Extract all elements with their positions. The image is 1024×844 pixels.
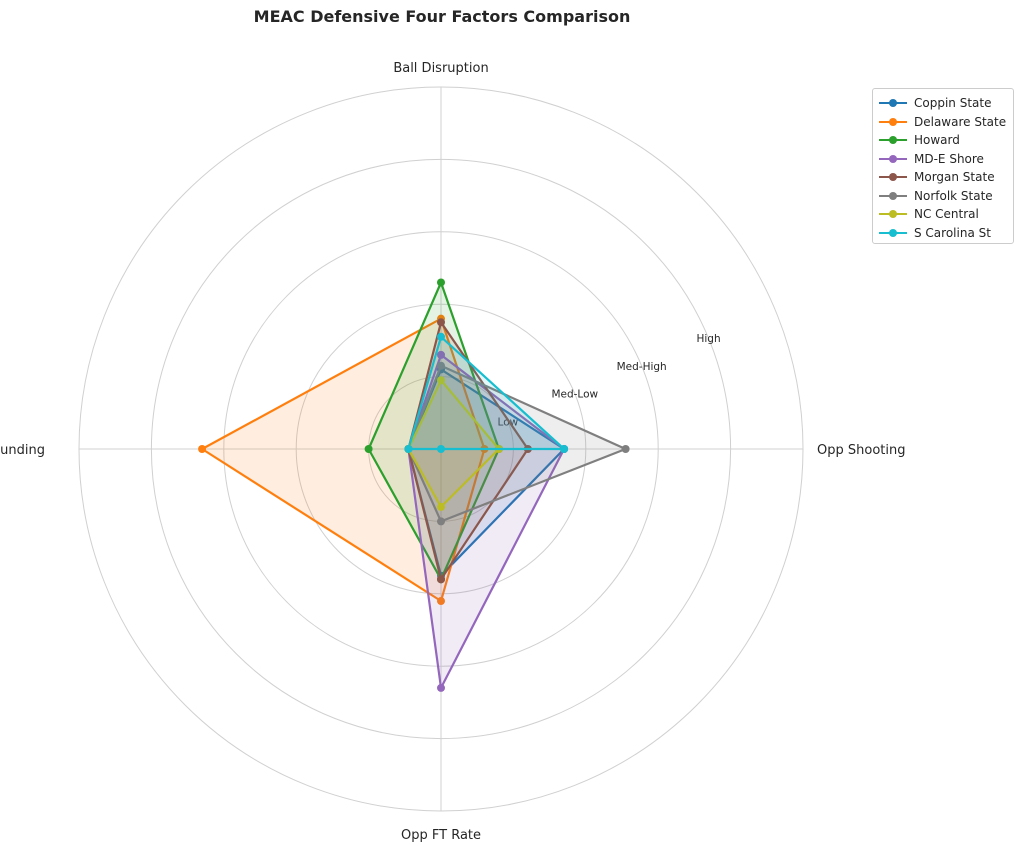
series-8 bbox=[404, 332, 569, 453]
legend-swatch bbox=[879, 190, 907, 202]
legend-label: Morgan State bbox=[914, 170, 995, 185]
series-point bbox=[437, 350, 445, 359]
legend-label: Delaware State bbox=[914, 114, 1007, 129]
legend: Coppin State Delaware State Howard MD-E Sho… bbox=[872, 88, 1014, 244]
legend-item: Delaware State bbox=[879, 113, 1007, 132]
series-point bbox=[437, 683, 445, 692]
ring-label-2: Med-Low bbox=[551, 389, 598, 401]
series-point bbox=[437, 376, 445, 385]
legend-label: S Carolina St bbox=[914, 225, 991, 240]
series-point bbox=[437, 332, 445, 341]
legend-swatch bbox=[879, 134, 907, 146]
radar-grid bbox=[78, 86, 804, 812]
series-fill bbox=[408, 354, 565, 688]
series-point bbox=[404, 445, 413, 453]
series-point bbox=[364, 445, 373, 453]
axis-label-1: Opp Shooting bbox=[817, 443, 905, 458]
legend-item: S Carolina St bbox=[879, 224, 1007, 243]
series-fill bbox=[408, 336, 565, 449]
legend-item: NC Central bbox=[879, 205, 1007, 224]
axis-label-3: Def Rebounding bbox=[0, 443, 45, 458]
axis-labels: Opp Shooting Ball Disruption Def Reboundin… bbox=[0, 61, 905, 843]
series-fill bbox=[408, 380, 499, 507]
series-point bbox=[437, 445, 445, 453]
ring-labels: Low Med-Low Med-High High bbox=[498, 333, 721, 428]
radar-series bbox=[198, 278, 630, 692]
legend-swatch bbox=[879, 116, 907, 128]
ring-label-4: High bbox=[696, 333, 720, 345]
legend-swatch bbox=[879, 171, 907, 183]
legend-swatch bbox=[879, 153, 907, 165]
legend-label: NC Central bbox=[914, 207, 979, 222]
ring-label-3: Med-High bbox=[617, 361, 667, 373]
legend-item: Coppin State bbox=[879, 94, 1007, 113]
legend-item: Morgan State bbox=[879, 168, 1007, 187]
series-point bbox=[437, 361, 445, 370]
series-point bbox=[437, 318, 445, 327]
legend-label: MD-E Shore bbox=[914, 151, 984, 166]
ring-label-1: Low bbox=[498, 416, 519, 428]
series-point bbox=[437, 278, 445, 287]
axis-label-4: Opp FT Rate bbox=[401, 828, 481, 843]
series-point bbox=[437, 517, 445, 526]
series-fill bbox=[408, 369, 565, 576]
legend-item: Howard bbox=[879, 131, 1007, 150]
legend-label: Norfolk State bbox=[914, 188, 993, 203]
chart-title: MEAC Defensive Four Factors Comparison bbox=[254, 7, 631, 26]
legend-swatch bbox=[879, 97, 907, 109]
series-point bbox=[560, 445, 569, 453]
series-point bbox=[621, 445, 630, 453]
legend-swatch bbox=[879, 227, 907, 239]
legend-swatch bbox=[879, 208, 907, 220]
series-point bbox=[198, 445, 207, 453]
legend-label: Coppin State bbox=[914, 96, 992, 111]
legend-label: Howard bbox=[914, 133, 960, 148]
legend-item: Norfolk State bbox=[879, 187, 1007, 206]
legend-item: MD-E Shore bbox=[879, 150, 1007, 169]
series-point bbox=[437, 575, 445, 584]
series-point bbox=[437, 597, 445, 606]
series-point bbox=[437, 502, 445, 511]
axis-label-2: Ball Disruption bbox=[393, 61, 488, 76]
